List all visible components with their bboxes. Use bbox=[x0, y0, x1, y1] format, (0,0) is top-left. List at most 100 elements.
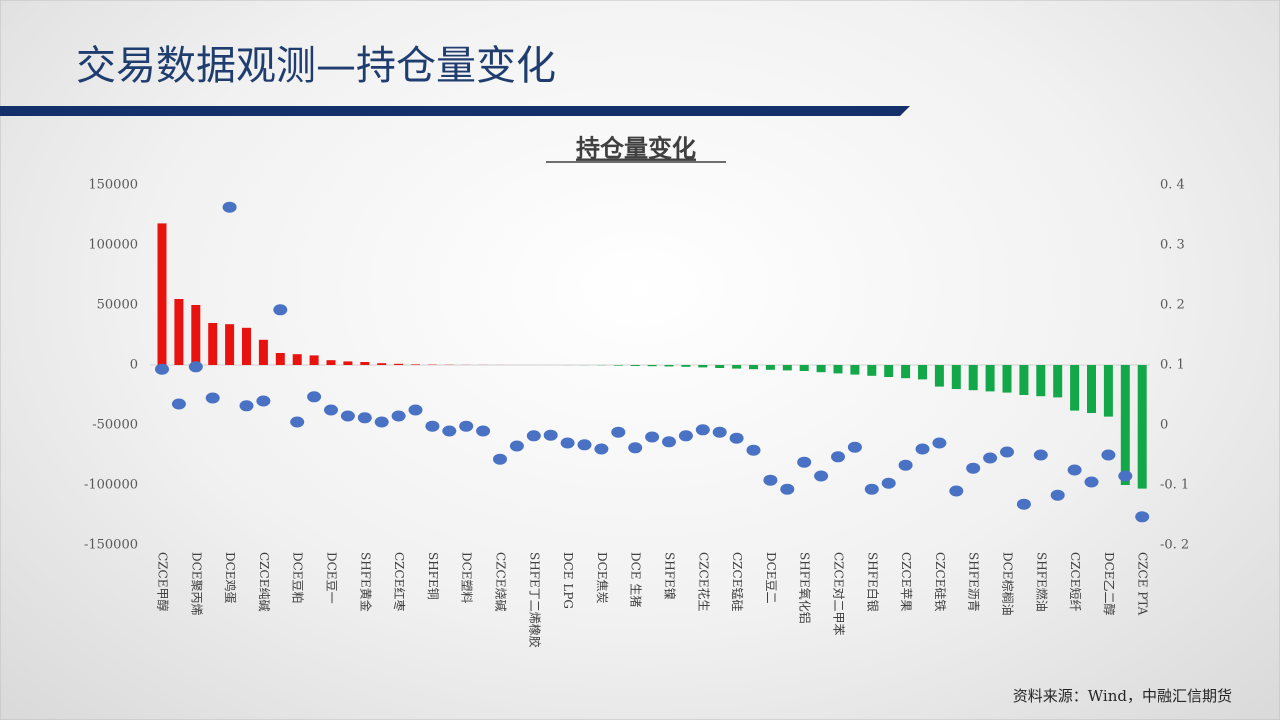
bar bbox=[208, 323, 218, 365]
bar bbox=[1137, 365, 1147, 489]
bar bbox=[715, 365, 725, 368]
x-tick-label: DCE鸡蛋 bbox=[223, 552, 238, 604]
y2-tick-label: 0. 4 bbox=[1160, 178, 1185, 193]
bar bbox=[326, 360, 336, 365]
x-tick-label: CZCE锰硅 bbox=[730, 552, 745, 611]
bar bbox=[242, 327, 251, 365]
dot bbox=[239, 400, 254, 412]
dot bbox=[628, 442, 643, 454]
bar bbox=[1103, 365, 1113, 417]
bar bbox=[377, 363, 387, 365]
bar bbox=[901, 365, 911, 379]
bar bbox=[833, 365, 843, 374]
y-tick-label: -50000 bbox=[92, 418, 138, 433]
y2-tick-label: 0. 1 bbox=[1160, 358, 1185, 373]
dot bbox=[543, 429, 558, 441]
bar bbox=[225, 324, 235, 365]
bar bbox=[799, 365, 809, 371]
bar bbox=[1070, 365, 1080, 411]
dot bbox=[222, 201, 237, 213]
x-tick-label: CZCE PTA bbox=[1136, 552, 1150, 616]
x-tick-label: SHFE镍 bbox=[663, 552, 677, 600]
dot bbox=[1084, 476, 1099, 488]
x-tick-label: CZCE纯碱 bbox=[257, 552, 271, 611]
bar bbox=[647, 365, 657, 367]
y2-tick-label: -0. 1 bbox=[1160, 478, 1189, 493]
dot bbox=[814, 470, 829, 482]
chart-title: 持仓量变化 bbox=[576, 134, 696, 163]
bar bbox=[985, 365, 995, 392]
dot bbox=[1135, 511, 1150, 523]
dot bbox=[712, 426, 727, 438]
x-tick-label: DCE焦炭 bbox=[595, 552, 609, 604]
bar bbox=[191, 305, 201, 365]
dot bbox=[611, 426, 626, 438]
dot bbox=[205, 392, 220, 404]
bar bbox=[1120, 365, 1130, 485]
dot bbox=[695, 424, 710, 436]
dot bbox=[425, 420, 440, 432]
dot bbox=[949, 485, 964, 497]
bar bbox=[765, 365, 775, 370]
dot bbox=[1067, 464, 1082, 476]
bar bbox=[698, 365, 708, 368]
bar bbox=[157, 223, 167, 365]
dot bbox=[678, 430, 693, 442]
x-tick-label: CZCE短纤 bbox=[1068, 552, 1082, 611]
y-tick-label: -150000 bbox=[84, 538, 138, 553]
bar bbox=[934, 365, 944, 387]
dot bbox=[155, 363, 169, 375]
dot bbox=[847, 441, 862, 453]
title-rule bbox=[0, 106, 910, 116]
dot bbox=[1016, 498, 1031, 510]
dot bbox=[171, 398, 186, 410]
dot bbox=[324, 404, 338, 416]
x-tick-label: DCE LPG bbox=[561, 552, 575, 609]
bar bbox=[1019, 365, 1029, 395]
dot bbox=[307, 391, 322, 403]
dot bbox=[256, 395, 271, 407]
dot bbox=[763, 474, 778, 486]
x-tick-label: CZCE硅铁 bbox=[933, 552, 947, 611]
bar bbox=[782, 365, 792, 371]
x-tick-label: SHFE燃油 bbox=[1034, 552, 1049, 612]
dot bbox=[340, 410, 355, 422]
x-tick-label: SHFE沥青 bbox=[967, 552, 981, 612]
dot bbox=[662, 436, 676, 448]
dot bbox=[442, 425, 457, 437]
y-tick-label: 50000 bbox=[97, 298, 138, 313]
dot bbox=[966, 462, 981, 474]
dot bbox=[729, 432, 744, 444]
dot bbox=[357, 412, 372, 424]
dot bbox=[1033, 449, 1048, 461]
x-tick-label: SHFE白银 bbox=[865, 552, 880, 612]
x-tick-label: SHFE黄金 bbox=[358, 552, 373, 612]
dot bbox=[476, 425, 491, 437]
dot bbox=[594, 443, 609, 455]
dot bbox=[1000, 446, 1014, 458]
bar bbox=[411, 364, 420, 365]
x-tick-label: DCE塑料 bbox=[460, 552, 475, 604]
x-tick-label: DCE豆粕 bbox=[291, 552, 306, 604]
y2-tick-label: 0. 3 bbox=[1160, 238, 1185, 253]
dot bbox=[932, 437, 947, 449]
dot bbox=[374, 416, 389, 428]
source-note: 资料来源：Wind，中融汇信期货 bbox=[1013, 687, 1232, 705]
bar bbox=[681, 365, 691, 367]
bar bbox=[309, 355, 319, 365]
bar bbox=[343, 361, 353, 365]
dot bbox=[493, 453, 507, 465]
bar bbox=[275, 353, 285, 365]
bar bbox=[918, 365, 927, 380]
x-tick-label: DCE豆二 bbox=[764, 552, 778, 604]
page-title: 交易数据观测—持仓量变化 bbox=[76, 43, 556, 89]
y-tick-label: 0 bbox=[130, 358, 138, 373]
dot bbox=[797, 456, 812, 468]
bar bbox=[664, 365, 674, 367]
y2-tick-label: 0 bbox=[1160, 418, 1168, 433]
dot bbox=[577, 439, 592, 451]
bar bbox=[630, 365, 640, 366]
bar bbox=[1002, 365, 1012, 393]
x-tick-label: SHFE铜 bbox=[426, 552, 441, 600]
bar bbox=[968, 365, 978, 391]
